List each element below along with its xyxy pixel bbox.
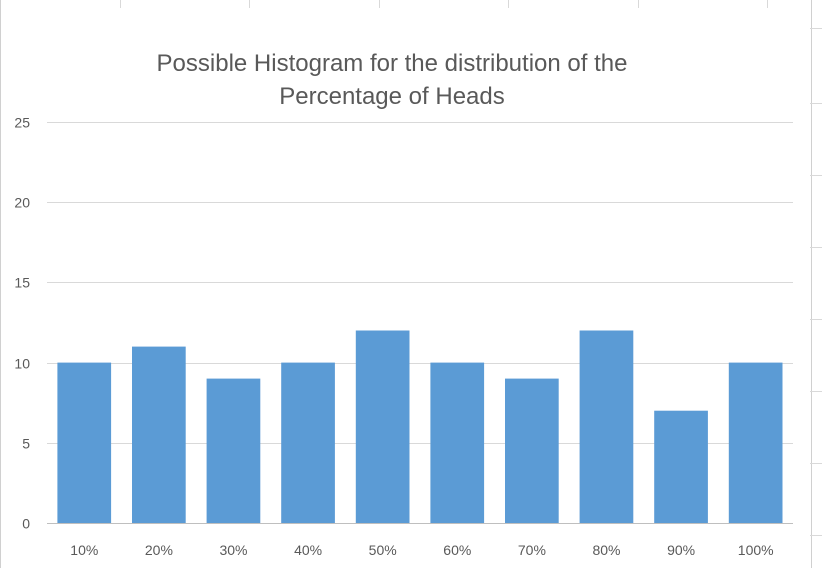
bar xyxy=(132,346,186,523)
sheet-gridline xyxy=(767,0,768,8)
x-tick-label: 100% xyxy=(738,542,774,558)
sheet-gridline xyxy=(508,0,509,8)
bar xyxy=(728,362,783,523)
sheet-gridline xyxy=(810,463,822,464)
y-tick-label: 15 xyxy=(14,275,30,291)
x-tick-label: 50% xyxy=(369,542,397,558)
sheet-border-right xyxy=(811,0,812,568)
sheet-gridline xyxy=(120,0,121,8)
y-tick-label: 10 xyxy=(14,356,30,372)
bars xyxy=(57,330,783,523)
sheet-gridline xyxy=(810,391,822,392)
bar xyxy=(430,362,485,523)
sheet-gridline xyxy=(379,0,380,8)
sheet-gridline xyxy=(810,247,822,248)
x-tick-label: 90% xyxy=(667,542,695,558)
sheet-gridline xyxy=(810,175,822,176)
chart-title-line-2: Percentage of Heads xyxy=(279,83,504,110)
bar xyxy=(355,330,410,523)
bar xyxy=(206,378,261,523)
x-tick-label: 60% xyxy=(443,542,471,558)
sheet-gridline xyxy=(810,319,822,320)
bar xyxy=(505,378,559,523)
x-tick-label: 20% xyxy=(145,542,173,558)
x-tick-label: 10% xyxy=(70,542,98,558)
sheet-gridline xyxy=(810,103,822,104)
sheet-gridline xyxy=(249,0,250,8)
sheet-border-left xyxy=(0,0,1,568)
chart-title-line-1: Possible Histogram for the distribution … xyxy=(157,50,628,77)
y-tick-label: 25 xyxy=(14,115,30,131)
sheet-gridline xyxy=(810,28,822,29)
bar xyxy=(579,330,634,523)
y-tick-label: 5 xyxy=(22,436,30,452)
bar xyxy=(281,362,335,523)
bar xyxy=(654,410,708,523)
bar xyxy=(57,362,112,523)
x-axis-ticks: 10% 20% 30% 40% 50% 60% 70% 80% 90% 100% xyxy=(70,542,773,558)
y-tick-label: 0 xyxy=(22,516,30,532)
x-tick-label: 70% xyxy=(518,542,546,558)
y-tick-label: 20 xyxy=(14,195,30,211)
x-tick-label: 40% xyxy=(294,542,322,558)
y-axis-ticks: 0 5 10 15 20 25 xyxy=(14,115,30,532)
x-tick-label: 30% xyxy=(219,542,247,558)
x-tick-label: 80% xyxy=(592,542,620,558)
sheet-gridline xyxy=(638,0,639,8)
sheet-gridline xyxy=(810,535,822,536)
